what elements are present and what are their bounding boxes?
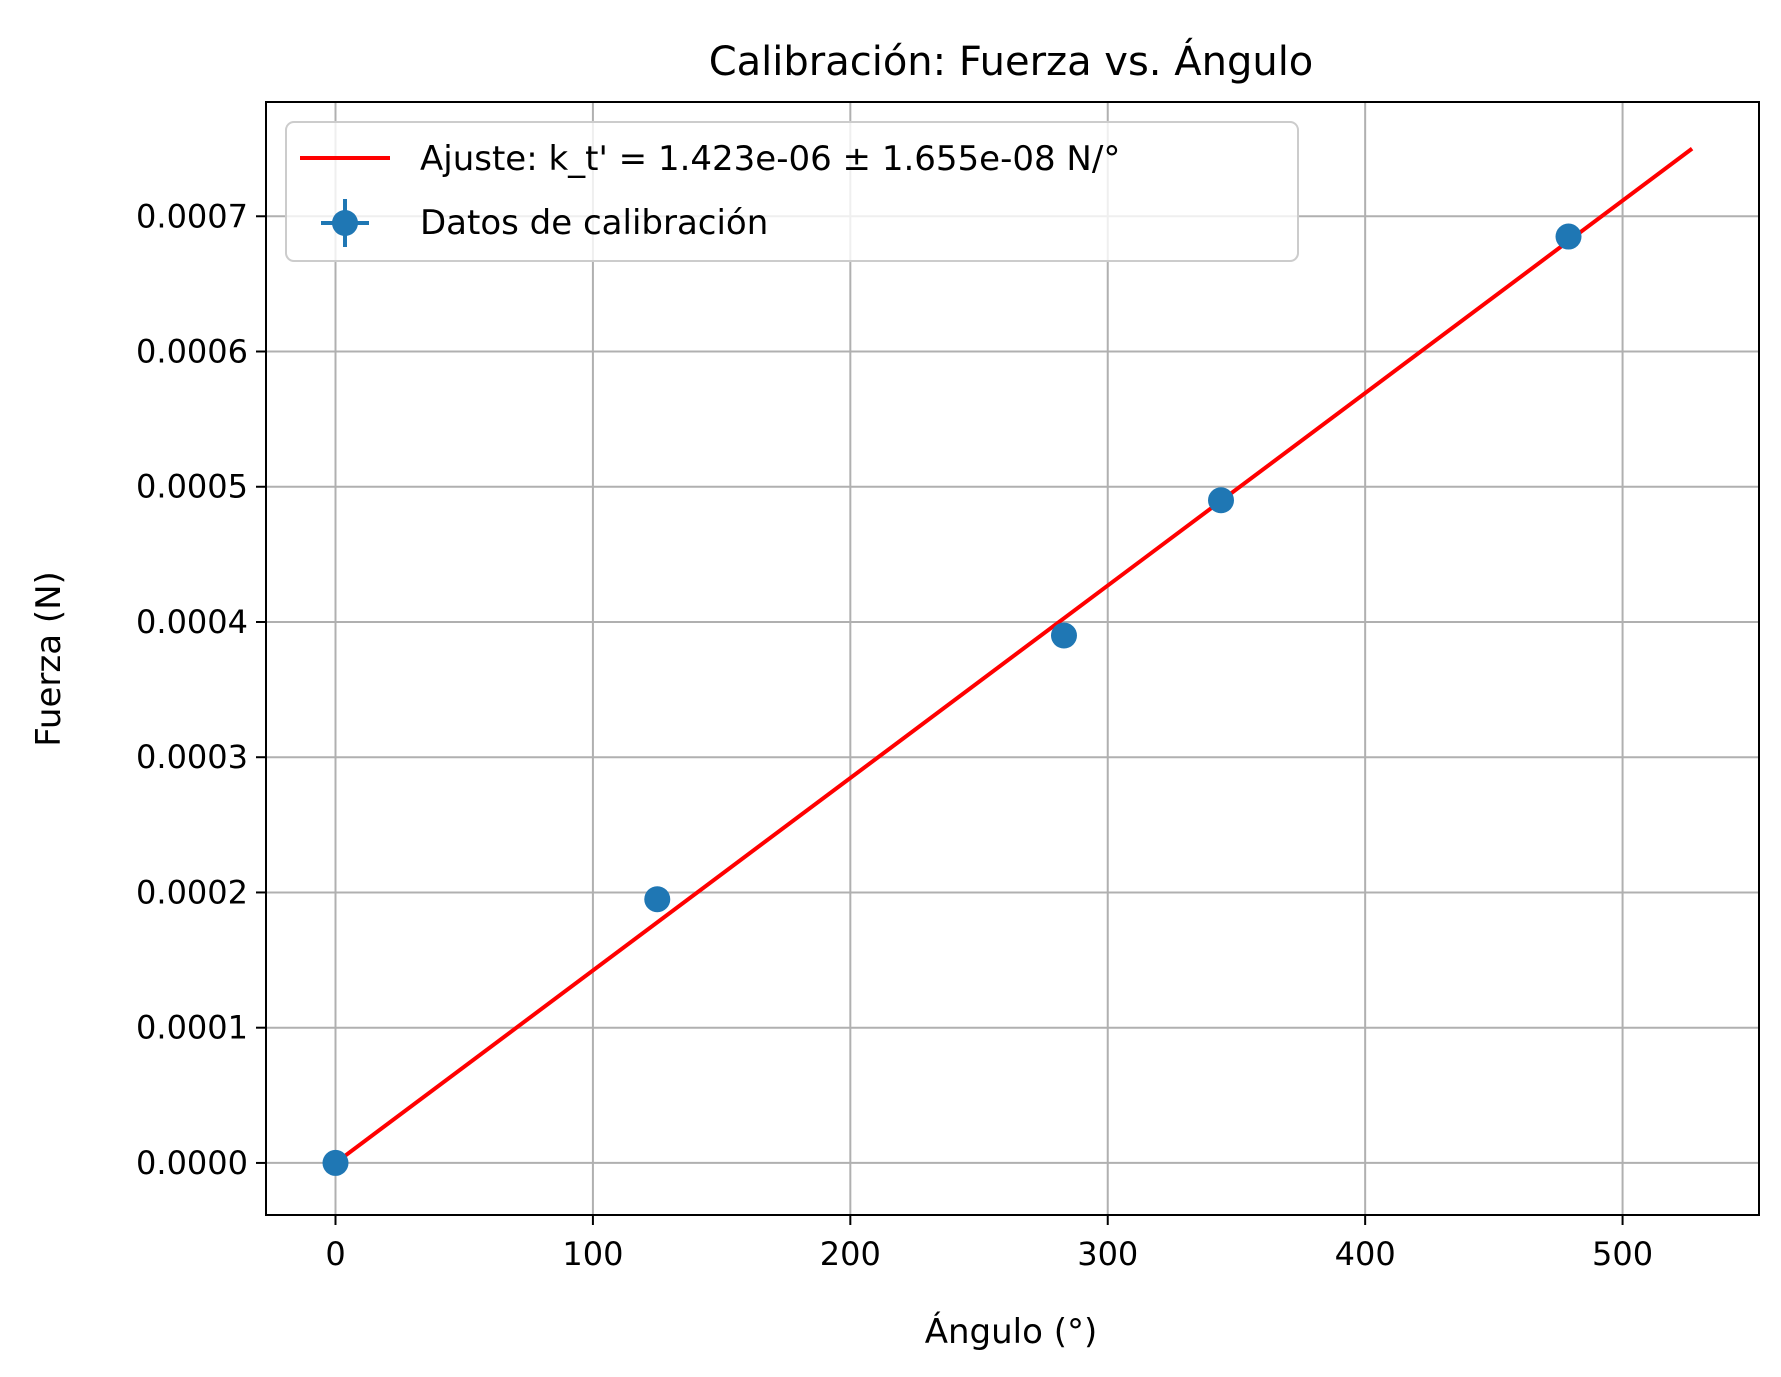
data-point	[1208, 487, 1235, 514]
x-tick-label: 400	[1335, 1235, 1396, 1273]
data-point	[1050, 622, 1077, 649]
y-tick-label: 0.0001	[136, 1009, 248, 1047]
data-point	[1555, 223, 1582, 250]
x-tick-label: 500	[1592, 1235, 1653, 1273]
legend-marker-swatch	[321, 199, 369, 247]
x-tick-label: 0	[325, 1235, 345, 1273]
fit-line	[334, 147, 1694, 1165]
x-tick-label: 100	[562, 1235, 623, 1273]
x-tick-label: 300	[1077, 1235, 1138, 1273]
plot-frame	[265, 101, 1760, 1216]
y-tick-label: 0.0007	[136, 197, 248, 235]
y-tick-label: 0.0000	[136, 1144, 248, 1182]
y-tick-label: 0.0003	[136, 738, 248, 776]
y-tick-label: 0.0005	[136, 468, 248, 506]
data-point	[322, 1149, 349, 1176]
fit-line-layer	[334, 147, 1694, 1165]
data-point	[644, 886, 671, 913]
y-tick-label: 0.0002	[136, 873, 248, 911]
legend: Ajuste: k_t' = 1.423e-06 ± 1.655e-08 N/°…	[285, 121, 1299, 262]
data-points-layer	[322, 223, 1582, 1176]
x-tick-label: 200	[820, 1235, 881, 1273]
axis-ticks: 0 100 200 300 400 500 0.0000 0.0001 0.0002 0.0003…	[136, 197, 1653, 1273]
legend-box	[285, 121, 1299, 262]
chart-title: Calibración: Fuerza vs. Ángulo	[709, 37, 1314, 85]
y-axis-label: Fuerza (N)	[29, 571, 69, 747]
legend-label-data: Datos de calibración	[420, 203, 768, 243]
y-tick-label: 0.0004	[136, 603, 248, 641]
x-axis-label: Ángulo (°)	[925, 1311, 1098, 1352]
y-tick-label: 0.0006	[136, 333, 248, 371]
legend-label-fit: Ajuste: k_t' = 1.423e-06 ± 1.655e-08 N/°	[420, 139, 1120, 179]
